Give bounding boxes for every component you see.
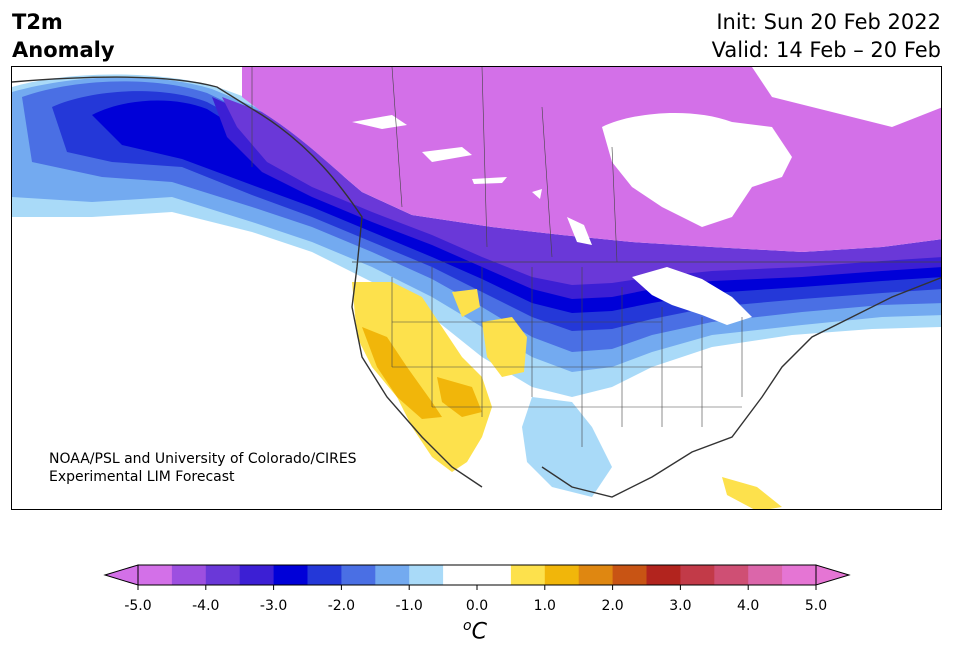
colorbar-cell bbox=[138, 565, 173, 585]
anomaly-warm-colorado bbox=[482, 317, 527, 377]
credit-line-1: NOAA/PSL and University of Colorado/CIRE… bbox=[49, 451, 357, 467]
hudson-bay bbox=[602, 112, 792, 227]
colorbar-tick-label: -4.0 bbox=[192, 598, 220, 614]
map-svg bbox=[12, 67, 941, 509]
colorbar-cell bbox=[443, 565, 478, 585]
colorbar-cell bbox=[205, 565, 241, 585]
forecast-dates: Init: Sun 20 Feb 2022 Valid: 14 Feb – 20… bbox=[712, 8, 941, 64]
colorbar-cell bbox=[748, 565, 783, 585]
anomaly-band-violet bbox=[222, 97, 941, 285]
anomaly-band-magenta bbox=[242, 67, 941, 252]
colorbar-cell bbox=[239, 565, 275, 585]
colorbar-tick-label: -3.0 bbox=[259, 598, 288, 614]
units-base: C bbox=[471, 619, 487, 645]
anomaly-warm-west bbox=[352, 282, 492, 472]
colorbar-ticks bbox=[137, 585, 817, 590]
colorbar-cell bbox=[578, 565, 614, 585]
colorbar-cell bbox=[477, 565, 512, 585]
title-line-2: Anomaly bbox=[12, 38, 115, 62]
colorbar-cell bbox=[171, 565, 207, 585]
colorbar-cell bbox=[307, 565, 342, 585]
title-line-1: T2m bbox=[12, 10, 63, 34]
anomaly-warm-california bbox=[362, 327, 442, 419]
valid-range: Valid: 14 Feb – 20 Feb bbox=[711, 38, 941, 62]
great-lakes bbox=[632, 267, 752, 325]
anomaly-warm-utah bbox=[452, 289, 480, 317]
anomaly-cool-texas bbox=[522, 397, 612, 497]
colorbar-cell bbox=[612, 565, 647, 585]
anomaly-map bbox=[11, 66, 942, 510]
colorbar-cell bbox=[646, 565, 681, 585]
colorbar-tick-label: -5.0 bbox=[124, 598, 152, 614]
colorbar-cell bbox=[680, 565, 715, 585]
colorbar-tick-label: 0.0 bbox=[465, 598, 489, 614]
province-borders bbox=[251, 67, 618, 263]
units-superscript: o bbox=[463, 618, 472, 634]
colorbar-tick-label: -2.0 bbox=[327, 598, 356, 614]
map-title: T2m Anomaly bbox=[12, 8, 115, 64]
colorbar-cell bbox=[782, 565, 817, 585]
colorbar-cell bbox=[375, 565, 410, 585]
state-borders bbox=[391, 267, 743, 447]
credit-line-2: Experimental LIM Forecast bbox=[49, 469, 235, 485]
colorbar-tick-label: 3.0 bbox=[669, 598, 692, 614]
credit-text: NOAA/PSL and University of Colorado/CIRE… bbox=[49, 450, 357, 486]
init-date: Init: Sun 20 Feb 2022 bbox=[716, 10, 941, 34]
colorbar-cells bbox=[138, 565, 817, 585]
colorbar-cell bbox=[341, 565, 376, 585]
arctic-water bbox=[752, 67, 941, 127]
colorbar bbox=[103, 564, 851, 590]
colorbar-tick-label: 5.0 bbox=[804, 598, 828, 614]
colorbar-cell bbox=[544, 565, 580, 585]
colorbar-under-arrow bbox=[103, 564, 139, 586]
colorbar-tick-label: 1.0 bbox=[533, 598, 556, 614]
colorbar-cell bbox=[510, 565, 546, 585]
anomaly-warm-cuba bbox=[722, 477, 782, 509]
colorbar-cell bbox=[409, 565, 444, 585]
colorbar-tick-label: 4.0 bbox=[737, 598, 760, 614]
colorbar-cell bbox=[714, 565, 749, 585]
colorbar-tick-label: 2.0 bbox=[601, 598, 624, 614]
colorbar-over-arrow bbox=[815, 564, 851, 586]
colorbar-units: oC bbox=[463, 618, 487, 644]
colorbar-tick-label: -1.0 bbox=[395, 598, 423, 614]
colorbar-cell bbox=[273, 565, 308, 585]
coastline bbox=[12, 76, 941, 498]
